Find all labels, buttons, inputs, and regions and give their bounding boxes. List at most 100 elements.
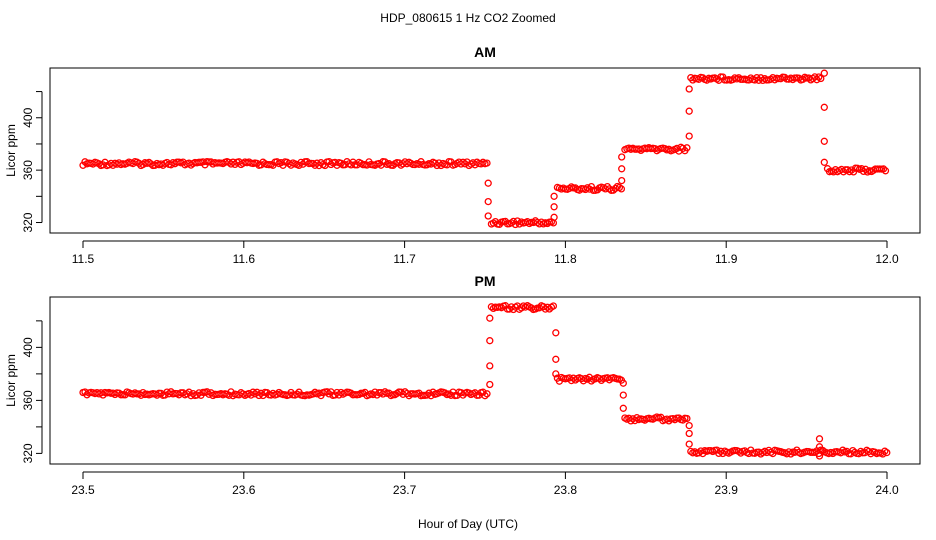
data-point: [255, 391, 263, 400]
data-point: [815, 443, 824, 451]
panel-title: AM: [474, 44, 496, 60]
plot-frame: [49, 67, 921, 234]
data-point: [843, 166, 852, 174]
data-point: [587, 377, 596, 385]
data-point: [820, 69, 828, 77]
x-tick-label: 11.8: [554, 252, 577, 266]
data-point: [619, 391, 627, 399]
data-point: [552, 355, 560, 363]
x-tick-label: 24.0: [875, 483, 899, 497]
x-tick-label: 23.5: [71, 483, 95, 497]
x-tick-label: 23.9: [715, 483, 739, 497]
data-point: [845, 168, 854, 176]
x-axis-label: Hour of Day (UTC): [418, 517, 518, 531]
y-tick-label: 400: [21, 107, 35, 127]
data-point: [618, 165, 626, 173]
data-point: [441, 389, 449, 397]
panel-pm: PM 23.5 23.6 23.7 23.8 23.9 24.0 320 360 400Licor…: [4, 273, 921, 497]
data-point: [484, 197, 492, 206]
data-point: [679, 416, 687, 424]
data-point: [839, 446, 847, 454]
y-tick-label: 320: [21, 212, 35, 232]
data-point: [619, 404, 627, 412]
y-tick-label: 400: [21, 337, 35, 357]
data-point: [323, 388, 331, 396]
data-point: [139, 160, 147, 169]
data-point: [685, 132, 693, 140]
data-point: [552, 329, 560, 337]
data-point: [683, 414, 691, 423]
data-point: [549, 302, 558, 310]
data-point: [550, 213, 558, 221]
data-point: [484, 179, 492, 187]
x-tick-label: 11.7: [393, 252, 416, 266]
data-point: [483, 390, 491, 398]
x-tick-label: 23.7: [393, 483, 417, 497]
data-point: [685, 85, 693, 93]
data-point: [883, 448, 891, 457]
data-point: [619, 379, 627, 387]
data-point: [484, 212, 492, 220]
x-tick-label: 12.0: [875, 252, 899, 266]
data-point: [685, 429, 693, 438]
data-point: [587, 182, 596, 191]
y-tick-label: 360: [21, 390, 35, 410]
data-point: [817, 74, 825, 83]
x-tick-label: 23.8: [554, 483, 578, 497]
y-tick-label: 360: [21, 160, 35, 180]
data-point: [685, 440, 693, 448]
plot-frame: [49, 296, 921, 465]
data-point: [486, 380, 494, 389]
data-point: [581, 185, 590, 194]
data-point: [787, 450, 795, 458]
data-point: [517, 304, 526, 312]
data-point: [881, 167, 890, 175]
data-point: [552, 370, 560, 378]
data-point: [423, 391, 431, 399]
data-point: [550, 203, 558, 211]
data-point: [309, 159, 317, 168]
data-point: [483, 159, 491, 167]
data-point: [481, 392, 489, 400]
data-point: [618, 176, 626, 185]
data-point: [249, 388, 257, 396]
data-point: [695, 449, 703, 457]
panel-title: PM: [475, 273, 496, 289]
data-point: [617, 185, 626, 193]
data-point: [849, 168, 858, 176]
data-point: [486, 362, 494, 370]
data-point: [273, 158, 281, 166]
data-point: [815, 435, 824, 443]
data-point: [820, 137, 828, 145]
data-points: [79, 69, 890, 229]
data-points: [79, 302, 891, 460]
y-axis-label: Licor ppm: [4, 354, 18, 407]
data-point: [685, 421, 693, 430]
data-point: [879, 165, 888, 173]
data-point: [227, 388, 235, 396]
data-point: [715, 449, 723, 458]
data-point: [193, 391, 201, 399]
data-point: [486, 314, 494, 322]
data-point: [550, 192, 558, 200]
y-axis-label: Licor ppm: [4, 124, 18, 177]
data-point: [139, 388, 147, 397]
data-point: [167, 161, 175, 169]
panel-am: AM 11.5 11.6 11.7 11.8 11.9 12.0 320 360 400Licor…: [4, 44, 921, 266]
x-tick-label: 11.6: [233, 252, 256, 266]
data-point: [618, 153, 626, 161]
x-tick-label: 11.5: [72, 252, 95, 266]
data-point: [311, 161, 319, 169]
y-tick-label: 320: [21, 443, 35, 463]
figure-title: HDP_080615 1 Hz CO2 Zoomed: [380, 11, 555, 25]
data-point: [815, 452, 824, 460]
data-point: [109, 161, 117, 169]
data-point: [820, 158, 828, 166]
x-tick-label: 23.6: [232, 483, 256, 497]
data-point: [685, 107, 693, 115]
x-tick-label: 11.9: [715, 252, 738, 266]
data-point: [609, 186, 618, 194]
data-point: [820, 103, 828, 111]
data-point: [683, 144, 691, 152]
